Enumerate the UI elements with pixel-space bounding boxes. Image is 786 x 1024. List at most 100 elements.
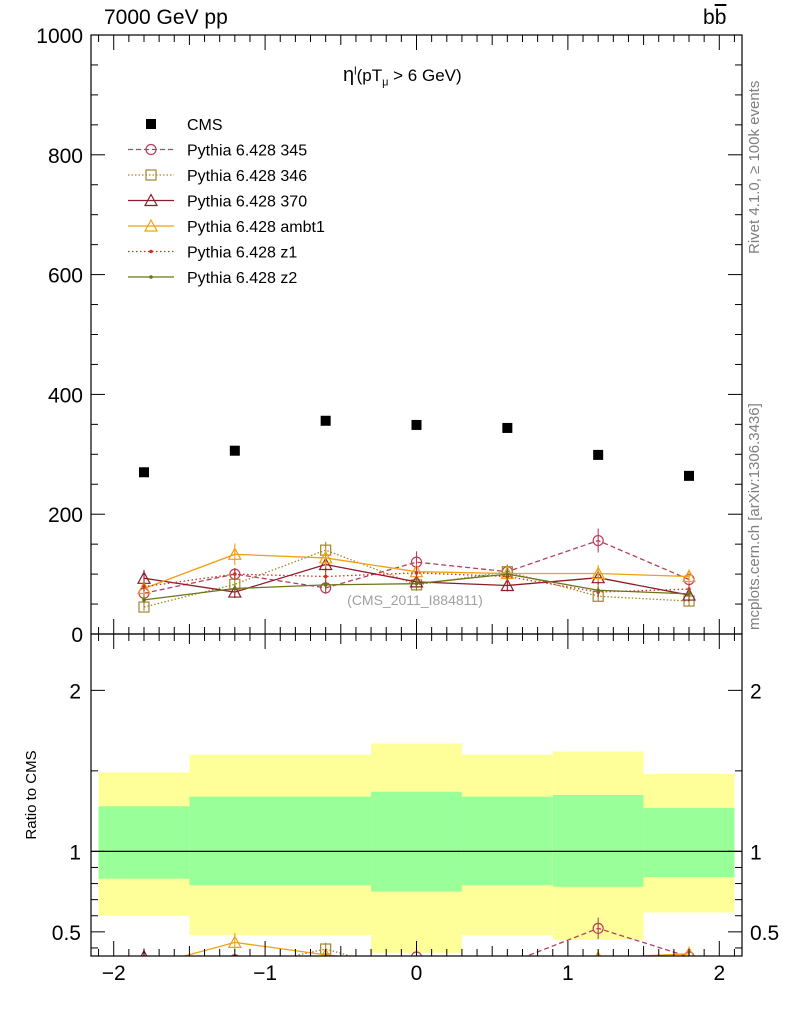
main-ytick-label: 0	[71, 624, 83, 647]
plot-title: ηl(pTμ > 6 GeV)	[343, 64, 462, 88]
ratio-ytick-label-right: 0.5	[750, 922, 779, 945]
series-5-ratio-point-5	[596, 971, 600, 975]
series-1-ratio-point-4	[502, 959, 512, 969]
series-2-point-1	[227, 584, 242, 598]
cms-point-6	[684, 470, 695, 481]
legend-cms-label: CMS	[187, 117, 223, 134]
cms-point-3	[411, 419, 422, 430]
legend-series-0-label: Pythia 6.428 345	[187, 143, 307, 160]
process-quark: b	[703, 6, 715, 29]
ratio-inner-band-1	[189, 796, 372, 886]
ratio-inner-band-5	[643, 807, 735, 878]
main-ytick-label: 800	[48, 145, 83, 168]
main-ytick-label: 1000	[36, 25, 83, 48]
series-5-point-4	[505, 572, 510, 576]
series-2-ratio-point-6	[683, 967, 695, 978]
series-5-point-2	[323, 583, 328, 587]
legend-series-4-marker	[149, 249, 153, 254]
cms-point-2	[320, 415, 331, 426]
legend-cms-marker	[146, 119, 156, 129]
ratio-inner-band-4	[552, 795, 644, 887]
ratio-ytick-label-left: 0.5	[52, 922, 81, 945]
ratio-inner-band-3	[461, 796, 553, 886]
series-5-point-0	[142, 598, 146, 602]
series-2-point-2	[318, 557, 333, 571]
series-4-point-1	[233, 572, 237, 576]
series-5-point-5	[596, 588, 600, 593]
plot-title-open: (pT	[356, 66, 383, 85]
series-5-point-1	[233, 586, 237, 591]
series-3-point-5	[591, 566, 606, 580]
plot-title-sub: μ	[382, 76, 389, 89]
series-3-point-0	[136, 581, 151, 595]
series-1-ratio-point-5	[593, 973, 603, 983]
legend-series-3-marker	[143, 218, 159, 232]
series-3-point-2	[318, 550, 333, 564]
series-0-ratio-point-5	[592, 922, 604, 934]
series-4-ratio-point-0	[142, 963, 146, 967]
series-2-ratio-point-4	[501, 968, 513, 979]
series-1-ratio-point-6	[684, 974, 694, 984]
legend-series-3-label: Pythia 6.428 ambt1	[187, 219, 325, 236]
series-3-ratio-point-2	[321, 947, 331, 956]
ratio-ytick-label-right: 1	[750, 841, 762, 864]
legend-series-4-label: Pythia 6.428 z1	[187, 245, 297, 262]
cms-point-4	[502, 422, 513, 433]
series-4-ratio-point-5	[596, 973, 600, 977]
series-5-ratio-point-4	[506, 964, 510, 968]
legend-series-5-label: Pythia 6.428 z2	[187, 270, 297, 287]
series-2-point-5	[591, 570, 606, 584]
series-5-point-3	[414, 581, 419, 586]
ratio-ylabel: Ratio to CMS	[23, 750, 40, 839]
series-3-point-6	[682, 569, 697, 583]
series-4-point-0	[142, 584, 146, 589]
process-antiquark: b	[714, 6, 727, 29]
series-5-ratio-point-2	[324, 973, 328, 977]
series-0-ratio-point-0	[139, 967, 149, 977]
series-4-point-2	[323, 574, 328, 579]
xtick-label: 2	[713, 962, 725, 985]
cms-point-1	[229, 445, 240, 456]
cms-point-0	[138, 467, 149, 478]
xtick-label: −2	[102, 962, 126, 985]
series-4-ratio-point-6	[687, 965, 691, 969]
series-3-ratio-point-1	[227, 935, 242, 948]
series-5-point-6	[687, 592, 691, 596]
main-ytick-label: 400	[48, 384, 83, 407]
series-5-ratio-point-1	[233, 971, 237, 975]
series-2-point-4	[500, 578, 515, 592]
ratio-ytick-label-left: 1	[69, 841, 81, 864]
series-4-point-3	[414, 571, 419, 575]
series-1-ratio-point-1	[230, 964, 240, 974]
cms-point-5	[593, 449, 604, 460]
energy-label: 7000 GeV pp	[104, 6, 228, 29]
series-2-ratio-point-5	[597, 954, 600, 956]
series-3-ratio-point-6	[683, 946, 695, 956]
ratio-inner-band-2	[371, 791, 462, 892]
series-0-ratio-point-4	[502, 959, 512, 969]
xtick-label: −1	[253, 962, 277, 985]
xtick-label: 0	[411, 962, 423, 985]
series-0-ratio-point-2	[321, 973, 331, 983]
legend-series-1-marker	[145, 169, 157, 181]
process-label: bb	[703, 6, 726, 30]
series-5-ratio-point-6	[687, 970, 691, 974]
series-0-point-5	[592, 534, 604, 547]
legend-series-1-label: Pythia 6.428 346	[187, 168, 307, 185]
plot-title-rest: > 6 GeV)	[388, 66, 462, 85]
series-3-point-1	[227, 547, 242, 560]
ratio-inner-band-0	[98, 806, 190, 879]
plot-title-eta: η	[343, 64, 355, 86]
legend-series-5-marker	[149, 275, 153, 279]
plot-title-sup: l	[354, 65, 357, 78]
legend-series-2-label: Pythia 6.428 370	[187, 194, 307, 211]
ratio-ytick-label-right: 2	[750, 680, 762, 703]
xtick-label: 1	[562, 962, 574, 985]
watermark: (CMS_2011_I884811)	[347, 592, 483, 608]
series-4-ratio-point-4	[506, 966, 510, 970]
series-4-ratio-point-2	[324, 967, 328, 971]
series-5-ratio-point-0	[142, 977, 146, 981]
ratio-ytick-label-left: 2	[69, 680, 81, 703]
series-1-ratio-point-0	[139, 981, 149, 991]
